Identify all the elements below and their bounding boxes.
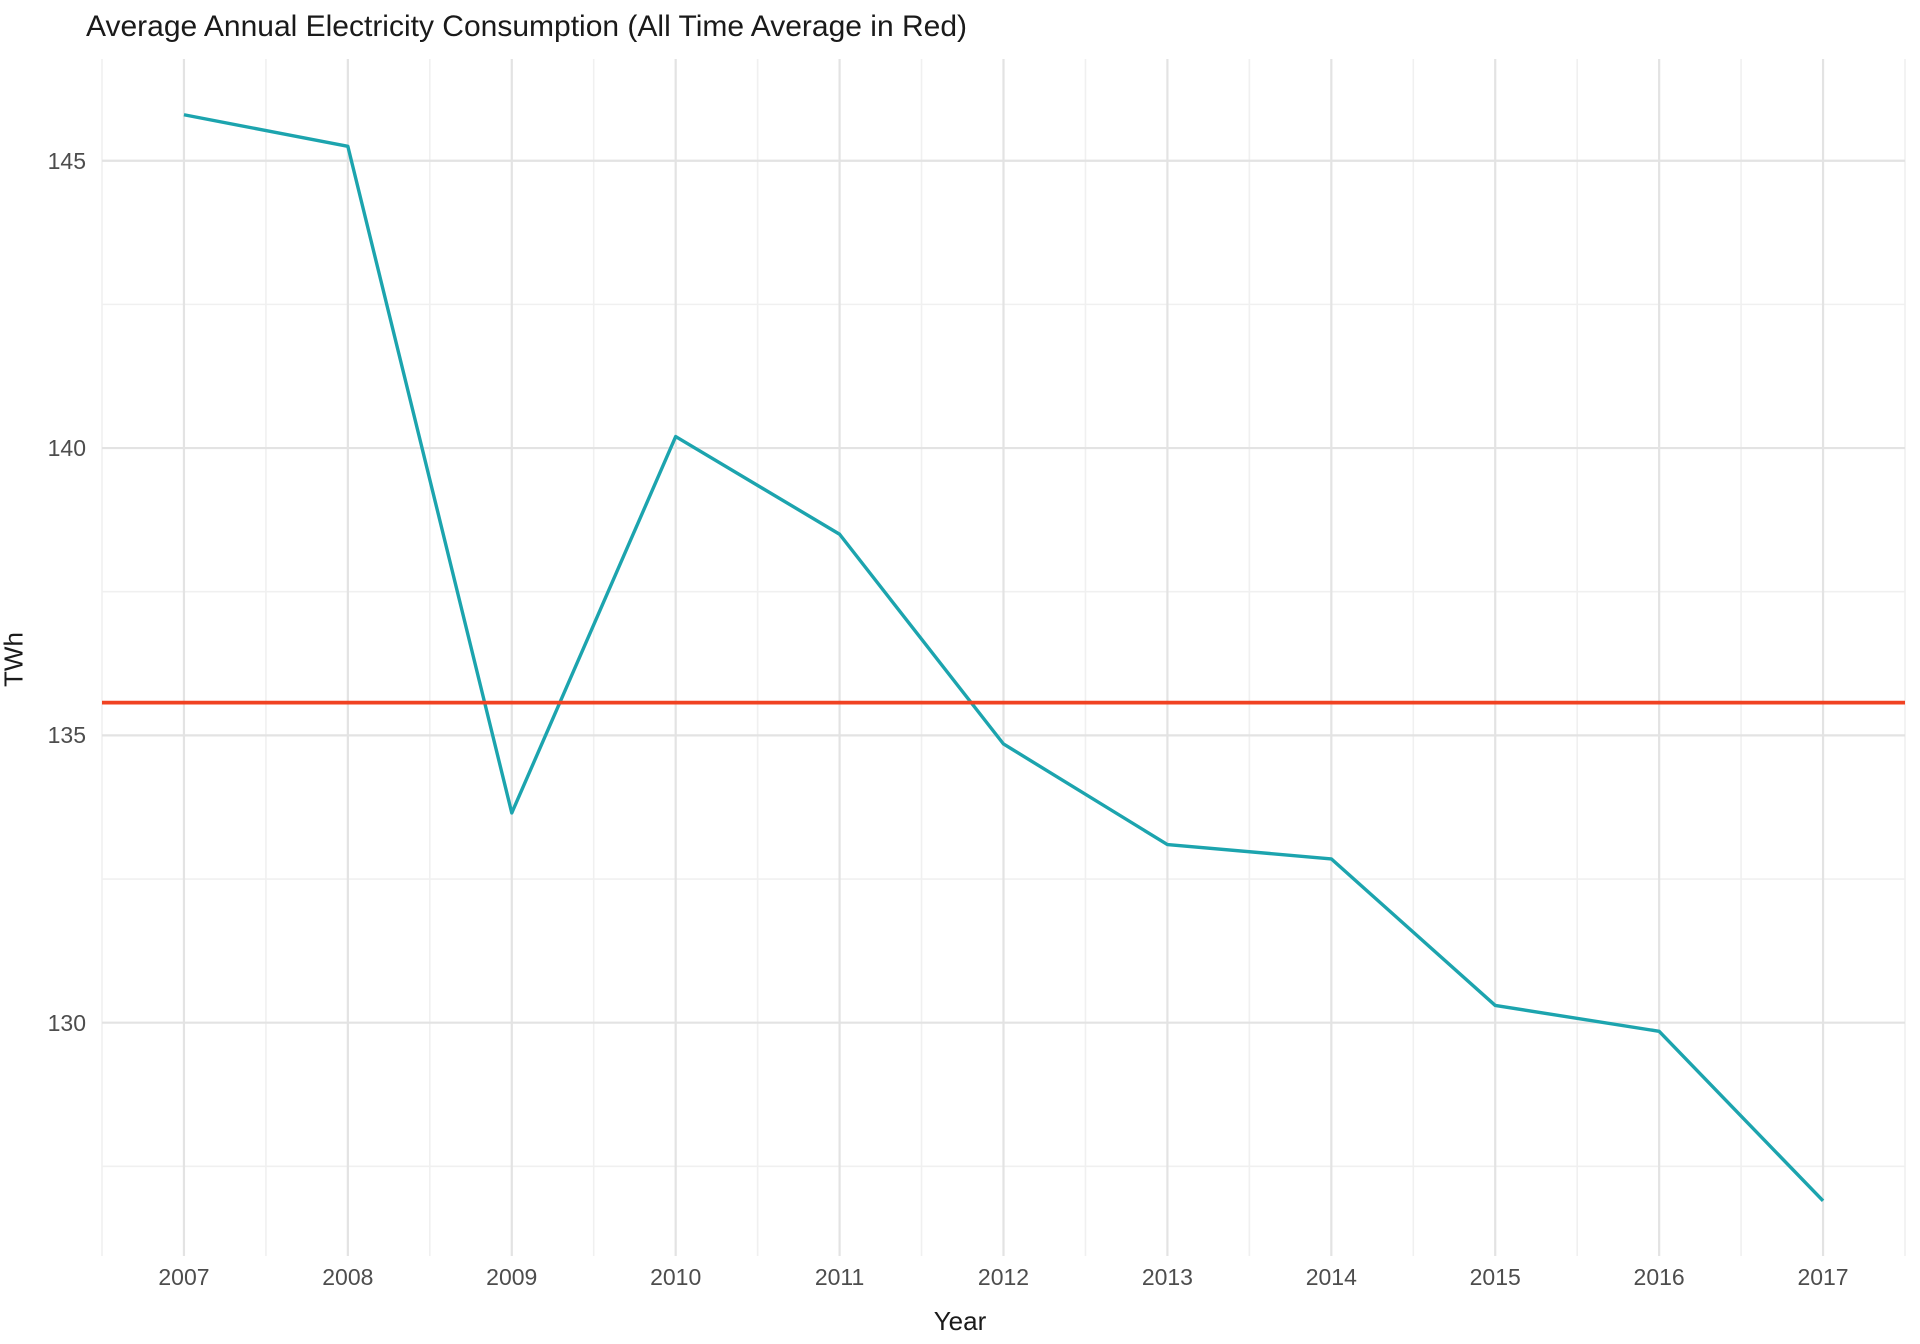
x-tick-label: 2013 xyxy=(1141,1264,1193,1290)
x-tick-label: 2009 xyxy=(486,1264,538,1290)
y-tick-label: 140 xyxy=(47,435,86,462)
consumption-line xyxy=(183,113,1825,1203)
x-tick-label: 2007 xyxy=(158,1264,210,1290)
x-tick-label: 2010 xyxy=(650,1264,702,1290)
x-tick-label: 2014 xyxy=(1305,1264,1357,1290)
x-tick-label: 2011 xyxy=(814,1264,865,1290)
x-axis-title: Year xyxy=(933,1306,987,1336)
y-tick-label: 130 xyxy=(47,1009,86,1036)
x-tick-label: 2012 xyxy=(977,1264,1030,1290)
y-tick-label: 145 xyxy=(47,147,86,174)
chart-title: Average Annual Electricity Consumption (… xyxy=(86,10,968,43)
data-series-layer xyxy=(102,113,1905,1203)
x-tick-label: 2017 xyxy=(1797,1264,1849,1290)
x-tick-label: 2008 xyxy=(322,1264,374,1290)
x-tick-label: 2016 xyxy=(1633,1264,1685,1290)
y-axis-title: TWh xyxy=(0,632,29,687)
major-gridlines xyxy=(102,59,1905,1256)
x-tick-label: 2015 xyxy=(1469,1264,1521,1290)
y-tick-label: 135 xyxy=(47,722,86,749)
